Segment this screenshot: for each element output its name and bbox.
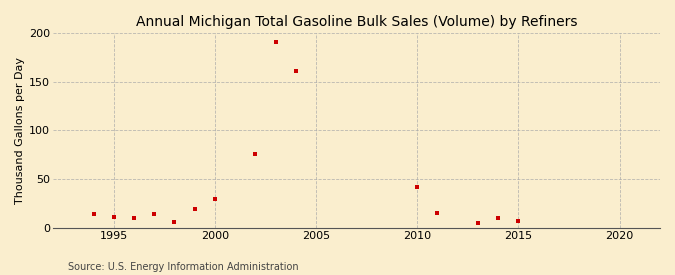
Point <box>209 197 220 201</box>
Point <box>270 40 281 44</box>
Point <box>88 212 99 216</box>
Point <box>169 220 180 224</box>
Point <box>129 216 140 221</box>
Y-axis label: Thousand Gallons per Day: Thousand Gallons per Day <box>15 57 25 204</box>
Point <box>189 207 200 212</box>
Point <box>250 152 261 156</box>
Point <box>493 216 504 221</box>
Point <box>472 221 483 225</box>
Text: Source: U.S. Energy Information Administration: Source: U.S. Energy Information Administ… <box>68 262 298 272</box>
Point <box>109 215 119 219</box>
Point <box>513 219 524 223</box>
Point <box>148 212 159 216</box>
Point <box>290 69 301 73</box>
Point <box>412 185 423 189</box>
Point <box>432 211 443 216</box>
Title: Annual Michigan Total Gasoline Bulk Sales (Volume) by Refiners: Annual Michigan Total Gasoline Bulk Sale… <box>136 15 577 29</box>
